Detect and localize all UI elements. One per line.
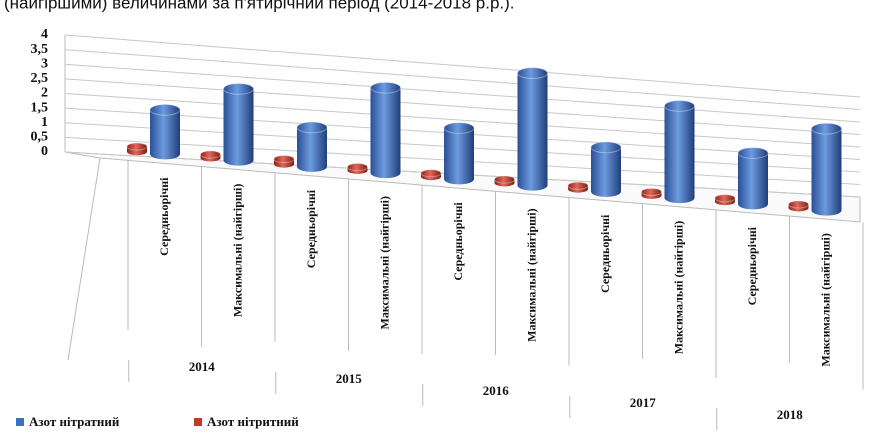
- legend-swatch: [194, 418, 202, 426]
- legend-swatch: [16, 418, 24, 426]
- bar-nitrate-top: [811, 122, 842, 135]
- y-tick-label: 2: [41, 86, 48, 101]
- bar-nitrite-top: [641, 187, 662, 197]
- bar-nitrate: [738, 153, 768, 205]
- y-tick-label: 0,5: [31, 130, 49, 145]
- y-tick-label: 0: [41, 144, 48, 159]
- bar-nitrite-top: [347, 162, 368, 172]
- legend-label: Азот нітритний: [207, 414, 299, 429]
- group-label: 2017: [630, 395, 657, 410]
- bar-nitrate-top: [443, 122, 475, 134]
- bar-nitrate: [517, 73, 548, 186]
- x-tick-label: Середньорічні: [598, 214, 612, 293]
- bar-nitrate-top: [664, 100, 695, 112]
- bar-nitrate-top: [590, 141, 622, 154]
- y-tick-label: 1: [41, 115, 48, 130]
- grid-line: [64, 63, 861, 123]
- bar-nitrate: [297, 127, 327, 167]
- bar-nitrate-top: [296, 121, 328, 134]
- bar-nitrite-top: [420, 169, 442, 178]
- bar-nitrate: [591, 147, 621, 192]
- bar-nitrite-top: [273, 154, 295, 164]
- group-label: 2016: [483, 383, 510, 398]
- y-tick-label: 3,5: [31, 42, 49, 57]
- grid-line: [64, 93, 861, 148]
- group-label: 2018: [777, 407, 804, 422]
- group-label: 2015: [336, 371, 363, 386]
- y-tick-label: 1,5: [31, 100, 49, 115]
- x-tick-label: Максимальні (найгірші): [671, 221, 685, 354]
- legend-label: Азот нітратний: [29, 414, 120, 429]
- bar-nitrate: [370, 87, 401, 173]
- grid-line: [64, 78, 861, 135]
- y-tick-label: 2,5: [31, 71, 49, 86]
- x-tick-label: Середньорічні: [745, 226, 759, 305]
- bar-nitrate: [811, 128, 842, 211]
- bar-nitrate-top: [370, 81, 401, 94]
- bar-nitrite-top: [200, 150, 221, 159]
- bar-nitrite-top: [126, 142, 148, 151]
- x-tick-label: Максимальні (найгірші): [230, 184, 244, 317]
- x-tick-label: Середньорічні: [157, 177, 171, 256]
- x-tick-label: Максимальні (найгірші): [818, 233, 832, 366]
- bar-nitrate: [150, 109, 180, 155]
- y-tick-label: 4: [41, 27, 48, 42]
- x-tick-label: Максимальні (найгірші): [377, 196, 391, 329]
- grid-line: [64, 49, 861, 110]
- group-label: 2014: [189, 359, 216, 374]
- label-frame: [67, 157, 101, 361]
- bar-nitrate-top: [737, 147, 769, 159]
- bar-nitrite-top: [494, 175, 515, 184]
- bar-nitrate-top: [149, 103, 181, 116]
- bar-nitrate: [223, 88, 254, 161]
- x-tick-label: Середньорічні: [451, 202, 465, 281]
- bar-nitrate-top: [517, 67, 548, 79]
- bar-nitrate: [444, 128, 474, 180]
- bar-nitrite-top: [567, 181, 589, 190]
- caption: (найгіршими) величинами за п'ятирічний п…: [4, 0, 515, 12]
- x-tick-label: Середньорічні: [304, 189, 318, 268]
- bar-nitrite-top: [714, 194, 736, 203]
- y-tick-label: 3: [41, 56, 48, 71]
- grid-line: [64, 34, 861, 98]
- bar-nitrate-top: [223, 82, 254, 95]
- bar-nitrite-top: [788, 200, 809, 209]
- x-tick-label: Максимальні (найгірші): [524, 208, 538, 341]
- bar-nitrate: [664, 105, 695, 198]
